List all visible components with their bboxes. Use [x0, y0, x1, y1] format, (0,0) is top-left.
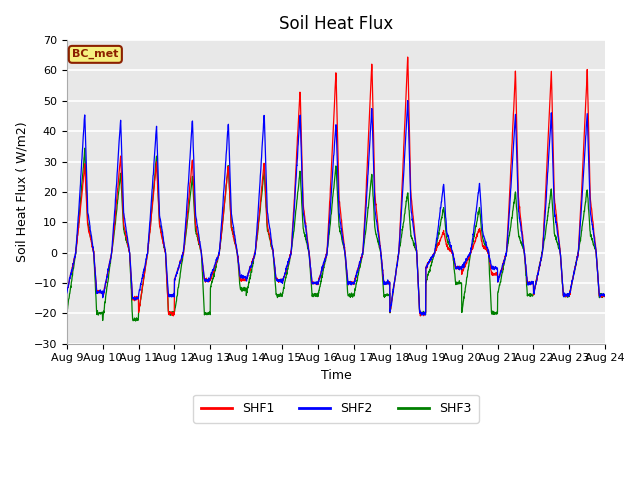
Title: Soil Heat Flux: Soil Heat Flux [279, 15, 393, 33]
Y-axis label: Soil Heat Flux ( W/m2): Soil Heat Flux ( W/m2) [15, 121, 28, 262]
Text: BC_met: BC_met [72, 49, 118, 60]
X-axis label: Time: Time [321, 369, 351, 382]
Legend: SHF1, SHF2, SHF3: SHF1, SHF2, SHF3 [193, 395, 479, 422]
